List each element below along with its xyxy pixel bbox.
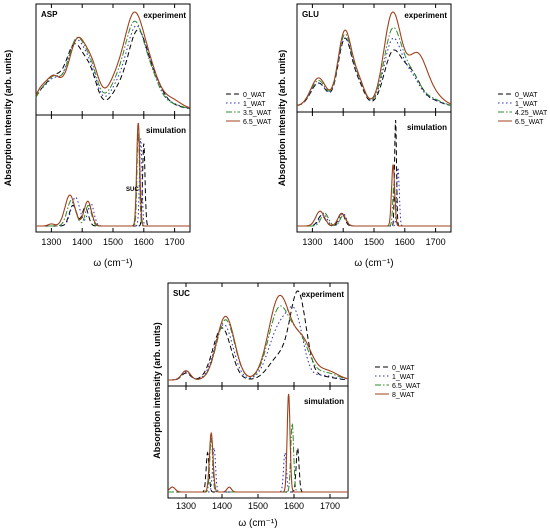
x-tick-label: 1300: [302, 237, 322, 247]
y-axis-label: Absorption intensity (arb. units): [152, 322, 162, 459]
simulation-series-6-5_wat: [168, 423, 348, 493]
x-tick-label: 1500: [248, 501, 268, 511]
x-tick-label: 1300: [176, 501, 196, 511]
simulation-subplot: simulation SUC: [35, 114, 191, 233]
simulation-label: simulation: [146, 126, 186, 135]
experiment-subplot: experiment: [296, 3, 452, 113]
x-tick-label: 1400: [72, 237, 92, 247]
legend: 0_WAT 1_WAT 3.5_WAT 6.5_WAT: [226, 92, 272, 126]
legend-entry: 6.5_WAT: [515, 119, 544, 126]
experiment-series-3-5_wat: [35, 20, 191, 109]
suc-annotation: SUC: [126, 187, 139, 193]
x-tick-label: 1700: [426, 237, 446, 247]
simulation-series-6-5_wat: [297, 164, 451, 227]
legend-entry: 0_WAT: [392, 365, 415, 372]
x-tick-label: 1500: [364, 237, 384, 247]
x-axis-label: ω (cm⁻¹): [354, 258, 393, 269]
y-axis-label: Absorption intensity (arb. units): [3, 50, 13, 187]
experiment-subplot: experiment: [167, 282, 349, 387]
simulation-series-6-5_wat: [36, 122, 190, 227]
legend-entry: 0_WAT: [515, 92, 538, 99]
simulation-series-1_wat: [168, 447, 348, 493]
panel-label: GLU: [302, 10, 319, 19]
simulation-series-8_wat: [167, 393, 348, 493]
x-tick-label: 1400: [212, 501, 232, 511]
panel-label: SUC: [173, 289, 190, 298]
simulation-label: simulation: [407, 123, 447, 132]
simulation-label: simulation: [304, 397, 344, 406]
experiment-series-0_wat: [297, 37, 451, 106]
x-axis-label: ω (cm⁻¹): [93, 258, 132, 269]
legend-entry: 8_WAT: [392, 392, 415, 399]
simulation-series-1_wat: [36, 138, 190, 227]
x-tick-label: 1700: [320, 501, 340, 511]
panel-suc: experiment simulation SUC 1300 1400 1500 1600 1…: [152, 282, 421, 529]
x-tick-label: 1400: [333, 237, 353, 247]
simulation-subplot: simulation: [296, 111, 452, 233]
experiment-subplot: experiment: [35, 3, 191, 116]
experiment-series-1_wat: [35, 25, 191, 109]
experiment-series-6-5_wat: [35, 11, 191, 109]
panel-label: ASP: [41, 10, 58, 19]
experiment-label: experiment: [301, 290, 344, 299]
x-tick-label: 1600: [395, 237, 415, 247]
experiment-label: experiment: [143, 11, 186, 20]
legend-entry: 6.5_WAT: [243, 119, 272, 126]
experiment-series-4-25_wat: [296, 27, 451, 106]
simulation-series-0_wat: [36, 143, 190, 227]
simulation-subplot: simulation: [167, 385, 349, 499]
simulation-series-4-25_wat: [297, 183, 451, 227]
legend: 0_WAT 1_WAT 6.5_WAT 8_WAT: [375, 365, 421, 399]
legend: 0_WAT 1_WAT 4.25_WAT 6.5_WAT: [498, 92, 548, 126]
legend-entry: 6.5_WAT: [392, 383, 421, 390]
experiment-frame: [35, 3, 191, 116]
legend-entry: 1_WAT: [243, 101, 266, 108]
panel-asp: experiment simulation SUC ASP 1300 1400 1500 16…: [3, 3, 272, 269]
x-tick-label: 1700: [165, 237, 185, 247]
experiment-series-0_wat: [35, 29, 190, 109]
experiment-label: experiment: [404, 11, 447, 20]
x-axis-label: ω (cm⁻¹): [238, 518, 277, 529]
panel-glu: experiment simulation GLU 1300 1400 1500 1600 1…: [277, 3, 548, 269]
simulation-series-0_wat: [168, 446, 348, 493]
simulation-series-1_wat: [297, 167, 451, 227]
y-axis-label: Absorption intensity (arb. units): [277, 50, 287, 187]
legend-entry: 1_WAT: [515, 101, 538, 108]
legend-entry: 0_WAT: [243, 92, 266, 99]
legend-entry: 4.25_WAT: [515, 110, 548, 117]
x-tick-label: 1600: [284, 501, 304, 511]
x-tick-label: 1300: [41, 237, 61, 247]
legend-entry: 3.5_WAT: [243, 110, 272, 117]
experiment-series-6-5_wat: [297, 11, 452, 106]
simulation-series-3-5_wat: [36, 133, 190, 227]
simulation-series-0_wat: [297, 119, 451, 227]
x-tick-label: 1500: [103, 237, 123, 247]
legend-entry: 1_WAT: [392, 374, 415, 381]
x-tick-label: 1600: [134, 237, 154, 247]
experiment-series-0_wat: [168, 290, 348, 381]
experiment-series-8_wat: [168, 294, 348, 381]
